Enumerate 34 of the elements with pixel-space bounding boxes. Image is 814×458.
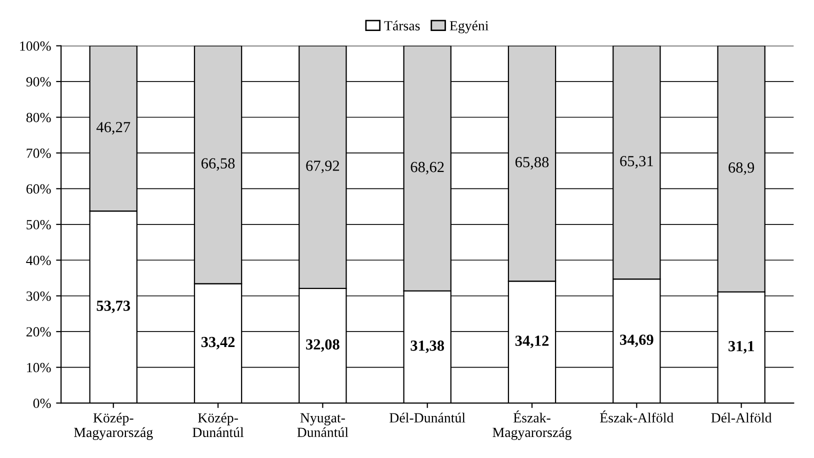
data-label: 46,27 (96, 122, 130, 134)
y-tick-label: 50% (26, 220, 51, 230)
x-tick-label: Dél-Alföld (711, 412, 772, 423)
data-label: 31,1 (728, 341, 754, 354)
data-label: 68,62 (410, 162, 444, 174)
data-label: 65,88 (515, 156, 549, 170)
data-label: 67,92 (306, 160, 340, 174)
data-label: 53,73 (96, 300, 130, 314)
y-tick-label: 30% (26, 291, 51, 301)
data-label: 34,69 (620, 334, 654, 348)
data-label: 34,12 (515, 336, 549, 348)
data-label: 66,58 (202, 158, 235, 171)
x-tick-label: Közép- Magyarország (74, 412, 153, 440)
data-label: 32,08 (306, 339, 340, 352)
x-tick-label: Észak- Magyarország (492, 410, 572, 440)
legend-label: Társas (384, 20, 420, 30)
y-tick-label: 100% (20, 41, 51, 51)
x-tick-label: Közép- Dunántúl (192, 412, 244, 438)
y-tick-label: 90% (26, 77, 51, 87)
x-tick-label: Észak-Alföld (600, 410, 674, 423)
x-tick-label: Dél-Dunántúl (390, 412, 466, 423)
y-tick-label: 20% (26, 327, 51, 337)
y-tick-label: 60% (26, 184, 51, 194)
data-label: 65,31 (620, 156, 653, 168)
data-label: 33,42 (201, 336, 235, 350)
data-label: 31,38 (410, 340, 444, 354)
x-tick-label: Nyugat- Dunántúl (297, 413, 348, 438)
data-label: 68,9 (728, 162, 754, 175)
y-tick-label: 70% (26, 148, 51, 158)
legend-label: Egyéni (450, 20, 488, 34)
y-tick-label: 40% (26, 256, 51, 266)
y-tick-label: 0% (33, 398, 51, 408)
y-tick-label: 80% (26, 112, 51, 122)
y-tick-label: 10% (27, 362, 51, 372)
